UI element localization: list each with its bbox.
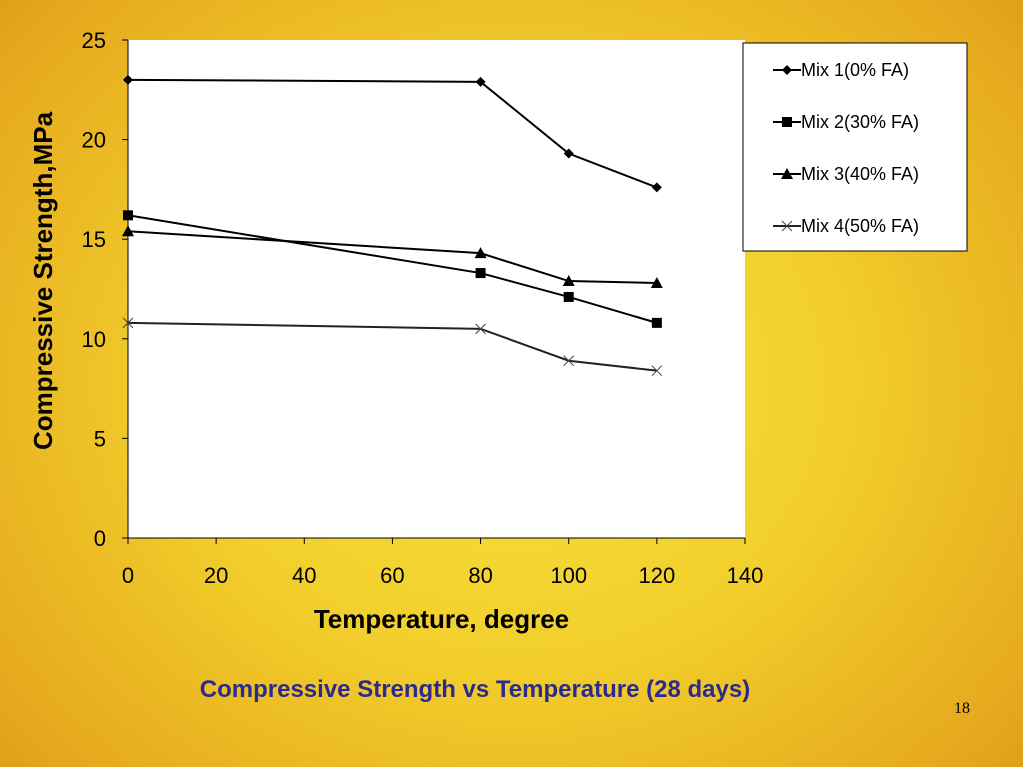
marker-stroke	[475, 323, 486, 335]
legend-marker	[781, 168, 793, 179]
series-line-4	[127, 321, 657, 372]
plot-area	[128, 40, 745, 538]
data-point-mix-1	[563, 148, 574, 159]
x-tick-label: 120	[638, 563, 675, 588]
data-point-mix-1	[651, 182, 662, 193]
series-line-3	[127, 230, 657, 285]
data-point-mix-1	[475, 76, 486, 87]
x-tick-label: 0	[122, 563, 134, 588]
marker-stroke	[651, 365, 663, 377]
legend-label: Mix 2(30% FA)	[801, 112, 919, 132]
marker-stroke	[122, 317, 134, 329]
data-point-mix-4	[563, 355, 575, 367]
marker-stroke	[563, 355, 575, 367]
data-point-mix-3	[122, 225, 134, 237]
data-point-mix-3	[650, 277, 663, 289]
y-tick-label: 20	[82, 128, 106, 153]
x-tick-label: 140	[727, 563, 764, 588]
legend-label: Mix 1(0% FA)	[801, 60, 909, 80]
legend-box	[742, 42, 968, 252]
y-axis-title: Compressive Strength,MPa	[28, 111, 58, 450]
legend-marker	[781, 220, 793, 232]
y-tick-label: 15	[82, 227, 106, 252]
slide-number: 18	[954, 700, 970, 717]
y-tick-label: 5	[94, 426, 106, 451]
data-point-mix-2	[123, 210, 133, 221]
y-tick-label: 25	[82, 28, 106, 53]
data-point-mix-3	[562, 275, 575, 287]
data-point-mix-4	[475, 323, 486, 335]
x-tick-label: 100	[550, 563, 587, 588]
data-point-mix-2	[563, 291, 574, 302]
data-point-mix-4	[651, 365, 663, 377]
legend-label: Mix 4(50% FA)	[801, 216, 919, 236]
y-tick-label: 10	[82, 327, 106, 352]
data-point-mix-1	[123, 74, 133, 85]
data-point-mix-4	[122, 317, 134, 329]
data-point-mix-3	[474, 247, 487, 259]
legend-marker	[782, 65, 792, 75]
x-tick-label: 40	[292, 563, 316, 588]
x-tick-label: 20	[204, 563, 228, 588]
slide-caption: Compressive Strength vs Temperature (28 …	[199, 676, 751, 703]
data-point-mix-2	[475, 268, 486, 279]
legend-label: Mix 3(40% FA)	[801, 164, 919, 184]
x-tick-label: 80	[468, 563, 492, 588]
y-tick-label: 0	[94, 526, 106, 551]
x-axis-title: Temperature, degree	[314, 604, 569, 634]
data-point-mix-2	[651, 317, 662, 328]
x-tick-label: 60	[380, 563, 404, 588]
legend-marker	[782, 117, 792, 127]
series-line-1	[127, 78, 658, 189]
marker-stroke	[781, 220, 793, 232]
series-line-2	[127, 214, 658, 324]
